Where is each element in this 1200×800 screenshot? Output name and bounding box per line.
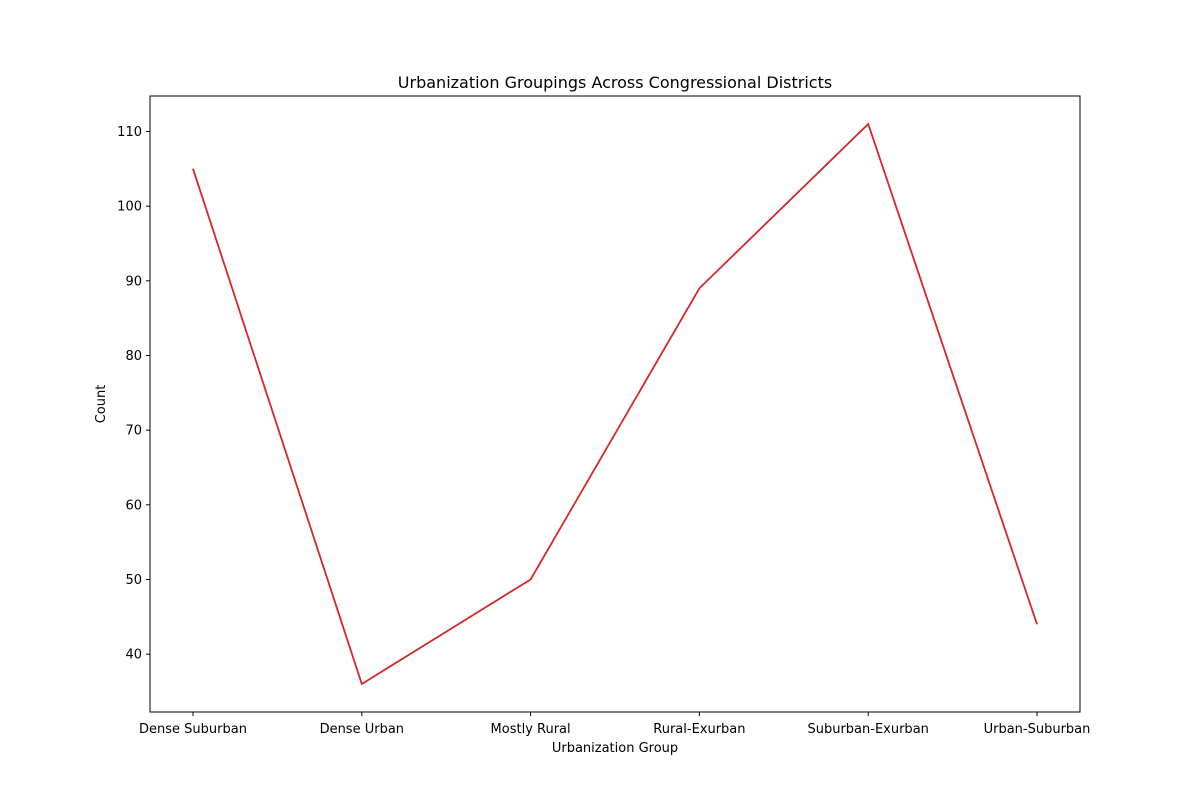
- x-axis-label: Urbanization Group: [552, 741, 678, 756]
- series-layer: [192, 122, 1038, 686]
- y-tick-label: 50: [125, 573, 142, 588]
- chart-title: Urbanization Groupings Across Congressio…: [398, 73, 832, 92]
- y-tick-label: 70: [125, 424, 142, 439]
- y-axis: 40 50 60 70 80 90 100 110: [117, 125, 150, 663]
- x-tick-label: Rural-Exurban: [653, 722, 745, 737]
- y-tick-label: 100: [117, 200, 142, 215]
- x-tick-label: Suburban-Exurban: [807, 722, 928, 737]
- y-tick-label: 40: [125, 648, 142, 663]
- y-axis-label: Count: [94, 385, 109, 424]
- x-axis: Dense Suburban Dense Urban Mostly Rural Rur…: [139, 712, 1090, 737]
- x-tick-label: Mostly Rural: [491, 722, 571, 737]
- y-tick-label: 110: [117, 125, 142, 140]
- series-line: [192, 122, 1038, 686]
- x-tick-label: Dense Urban: [320, 722, 404, 737]
- y-tick-label: 90: [125, 274, 142, 289]
- x-tick-label: Dense Suburban: [139, 722, 247, 737]
- y-tick-label: 60: [125, 498, 142, 513]
- x-tick-label: Urban-Suburban: [984, 722, 1091, 737]
- y-tick-label: 80: [125, 349, 142, 364]
- plot-area-frame: [149, 95, 1081, 713]
